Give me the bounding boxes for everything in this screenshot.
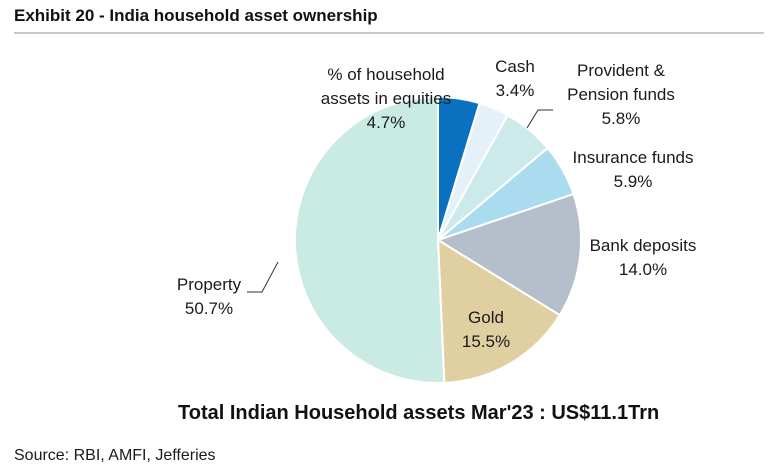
slice-value-label: 5.9%: [614, 172, 653, 191]
slice-label: Bank deposits 14.0%: [590, 236, 697, 279]
leader-line: [247, 261, 279, 293]
slice-name-label: Pension funds: [567, 85, 675, 104]
slice-label: Gold 15.5%: [462, 308, 510, 351]
pie-slice: [293, 95, 446, 384]
leader-lines: [247, 109, 553, 293]
slice-labels: % of household assets in equities 4.7% Cash…: [177, 57, 697, 351]
slice-value-label: 14.0%: [619, 260, 667, 279]
pie-slice: [435, 192, 582, 317]
slice-value-label: 5.8%: [602, 109, 641, 128]
chart-title: Exhibit 20 - India household asset owner…: [14, 6, 378, 25]
slice-name-label: Property: [177, 275, 242, 294]
slice-value-label: 50.7%: [185, 299, 233, 318]
slice-name-label: Bank deposits: [590, 236, 697, 255]
slice-name-label: Provident &: [577, 61, 666, 80]
total-assets-footer: Total Indian Household assets Mar'23 : U…: [178, 402, 660, 424]
title-rule: [14, 32, 764, 34]
slice-label: Property 50.7%: [177, 275, 242, 318]
slice-name-label: assets in equities: [321, 89, 451, 108]
pie-slice: [436, 238, 562, 384]
source-note: Source: RBI, AMFI, Jefferies: [14, 447, 216, 464]
slice-value-label: 4.7%: [367, 113, 406, 132]
pie-slices: [293, 95, 582, 384]
slice-name-label: Insurance funds: [573, 148, 694, 167]
slice-label: % of household assets in equities 4.7%: [321, 65, 451, 132]
slice-name-label: Cash: [495, 57, 535, 76]
slice-name-label: % of household: [327, 65, 444, 84]
leader-line: [526, 109, 553, 129]
slice-name-label: Gold: [468, 308, 504, 327]
slice-value-label: 3.4%: [496, 81, 535, 100]
slice-label: Insurance funds 5.9%: [573, 148, 694, 191]
slice-value-label: 15.5%: [462, 332, 510, 351]
slice-label: Cash 3.4%: [495, 57, 535, 100]
slice-label: Provident & Pension funds 5.8%: [567, 61, 675, 128]
